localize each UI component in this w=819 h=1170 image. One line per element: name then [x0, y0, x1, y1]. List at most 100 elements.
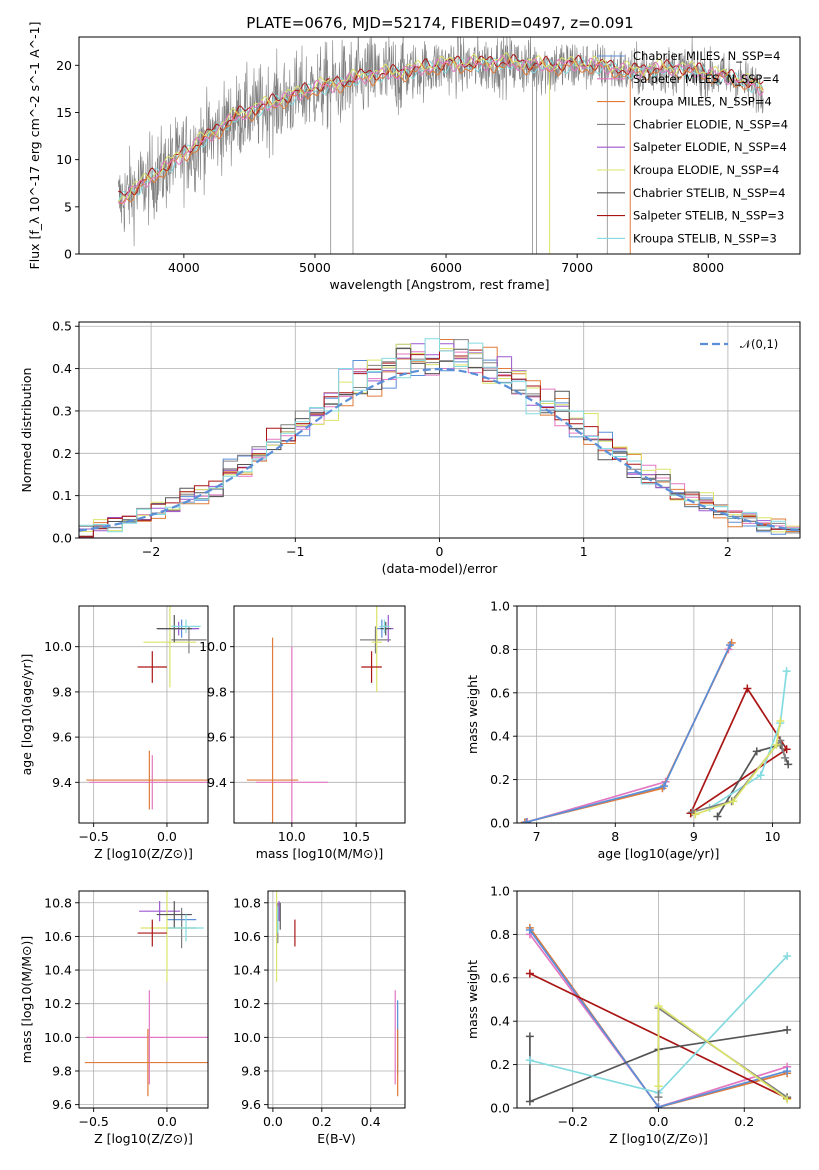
y-tick-label: 10.2	[44, 996, 72, 1011]
y-tick-label: 0.0	[490, 1101, 510, 1116]
y-tick-label: 9.8	[241, 1063, 261, 1078]
x-tick-label: 10	[765, 829, 781, 844]
weight-marker	[784, 760, 793, 769]
weight-marker	[654, 1103, 663, 1108]
weight-marker	[743, 684, 752, 693]
plot-area-residuals	[79, 338, 800, 538]
y-axis-label: mass weight	[465, 960, 480, 1039]
weight-marker	[654, 1002, 663, 1011]
weight-marker	[781, 753, 790, 762]
model-kroupa-miles	[117, 58, 764, 205]
y-tick-label: 10.0	[199, 639, 227, 654]
axes-frame	[78, 321, 801, 539]
y-tick-label: 0.8	[490, 927, 510, 942]
y-tick-label: 10.4	[44, 963, 72, 978]
y-tick-label: 0.3	[52, 403, 72, 418]
axes-frame	[78, 605, 209, 824]
plot-area-age-vs-Z	[86, 606, 208, 810]
panel-mass-vs-Z: −0.5 0.0 9.6 9.8 10.0 10.2 10.4 10.6 10.8 Z [log1…	[19, 890, 209, 1146]
weight-marker	[756, 771, 765, 780]
y-tick-label: 15	[56, 105, 72, 120]
y-tick-label: 0.4	[52, 361, 72, 376]
panel-residuals: −2 −1 0 1 2 0.0 0.1 0.2 0.3 0.4 0.5 (data-model)/er…	[19, 319, 801, 576]
y-tick-label: 10.6	[233, 929, 261, 944]
y-tick-label: 10.6	[44, 929, 72, 944]
weight-marker	[525, 1056, 534, 1065]
x-tick-label: 7000	[561, 260, 593, 275]
x-tick-label: 9	[690, 829, 698, 844]
y-axis-label: age [log10(age/yr)]	[19, 654, 34, 776]
weight-marker	[783, 1067, 792, 1076]
weight-marker	[783, 1025, 792, 1034]
y-tick-label: 0.4	[490, 1014, 510, 1029]
y-tick-label: 9.6	[52, 730, 72, 745]
x-tick-label: 4000	[168, 260, 200, 275]
weight-marker	[782, 667, 791, 676]
x-tick-label: 8000	[692, 260, 724, 275]
model-salpeter-miles	[117, 54, 764, 204]
y-tick-label: 0.8	[490, 642, 510, 657]
histogram-chabrier-stelib	[79, 348, 800, 537]
legend-entry: Salpeter STELIB, N_SSP=3	[633, 209, 784, 223]
legend-entry: Chabrier ELODIE, N_SSP=4	[633, 117, 788, 131]
x-tick-label: −0.2	[558, 1114, 588, 1129]
weight-marker	[772, 740, 781, 749]
y-tick-label: 9.4	[207, 775, 227, 790]
weight-marker	[776, 717, 785, 726]
legend-entry: Kroupa ELODIE, N_SSP=4	[633, 163, 779, 177]
panel-mass-vs-ebv: 0.0 0.2 0.4 9.6 9.8 10.0 10.2 10.4 10.6 10.8 E(B-V…	[233, 890, 406, 1146]
weight-marker	[729, 797, 738, 806]
x-axis-label: Z [log10(Z/Z⊙)]	[94, 1131, 193, 1146]
y-axis-label: Flux [f_λ 10^-17 erg cm^-2 s^-1 A^-1]	[27, 22, 42, 270]
weight-line	[529, 1029, 788, 1103]
y-tick-label: 10.0	[44, 1030, 72, 1045]
x-axis-label: mass [log10(M/M⊙)]	[256, 846, 384, 861]
legend-entry: Kroupa MILES, N_SSP=4	[633, 95, 772, 109]
x-axis-label: Z [log10(Z/Z⊙)]	[609, 1131, 708, 1146]
weight-marker	[654, 1082, 663, 1091]
weight-marker	[783, 1095, 792, 1104]
y-tick-label: 1.0	[490, 884, 510, 899]
model-kroupa-elodie	[117, 52, 764, 203]
y-tick-label: 10.8	[44, 895, 72, 910]
y-tick-label: 0.2	[52, 446, 72, 461]
model-kroupa-stelib	[117, 57, 764, 203]
legend-entry: Salpeter ELODIE, N_SSP=4	[633, 140, 787, 154]
weight-marker	[525, 926, 534, 935]
y-tick-label: 0.6	[490, 970, 510, 985]
y-axis-label: mass [log10(M/M⊙)]	[19, 936, 34, 1064]
normal-curve	[79, 367, 800, 532]
panel-age-vs-mass: 10.0 10.5 9.4 9.6 9.8 10.0 mass [log10(M/M⊙)]	[199, 605, 406, 861]
legend-entry: Chabrier MILES, N_SSP=4	[633, 49, 780, 63]
y-tick-label: 9.8	[207, 684, 227, 699]
x-tick-label: 8	[611, 829, 619, 844]
x-tick-label: 0.2	[312, 1114, 332, 1129]
x-tick-label: 6000	[430, 260, 462, 275]
y-tick-label: 0.0	[52, 531, 72, 546]
x-tick-label: 0	[436, 544, 444, 559]
weight-marker	[752, 747, 761, 756]
plot-area-spectrum	[117, 37, 764, 254]
x-tick-label: 7	[533, 829, 541, 844]
panel-weight-vs-Z: −0.2 0.0 0.2 0.0 0.2 0.4 0.6 0.8 1.0 Z [log10(Z/Z…	[465, 884, 801, 1146]
plot-area-mass-vs-ebv	[275, 891, 399, 1097]
weight-marker	[713, 812, 722, 821]
y-tick-label: 9.8	[52, 1063, 72, 1078]
x-tick-label: 1	[580, 544, 588, 559]
legend-entry: Chabrier STELIB, N_SSP=4	[633, 186, 785, 200]
x-axis-label: Z [log10(Z/Z⊙)]	[94, 846, 193, 861]
y-tick-label: 0.0	[490, 816, 510, 831]
plot-area-weight-vs-age	[520, 638, 793, 823]
plot-area-age-vs-mass	[246, 606, 394, 823]
axes-frame	[516, 605, 801, 824]
y-tick-label: 9.6	[241, 1097, 261, 1112]
panel-weight-vs-age: 7 8 9 10 0.0 0.2 0.4 0.6 0.8 1.0 age [log10(age/yr…	[465, 599, 801, 861]
y-tick-label: 0	[64, 247, 72, 262]
axes-frame	[78, 890, 209, 1109]
axes-frame	[267, 890, 406, 1109]
x-tick-label: 0.0	[157, 829, 177, 844]
y-tick-label: 10.0	[44, 639, 72, 654]
y-tick-label: 10.8	[233, 895, 261, 910]
weight-marker	[525, 1032, 534, 1041]
